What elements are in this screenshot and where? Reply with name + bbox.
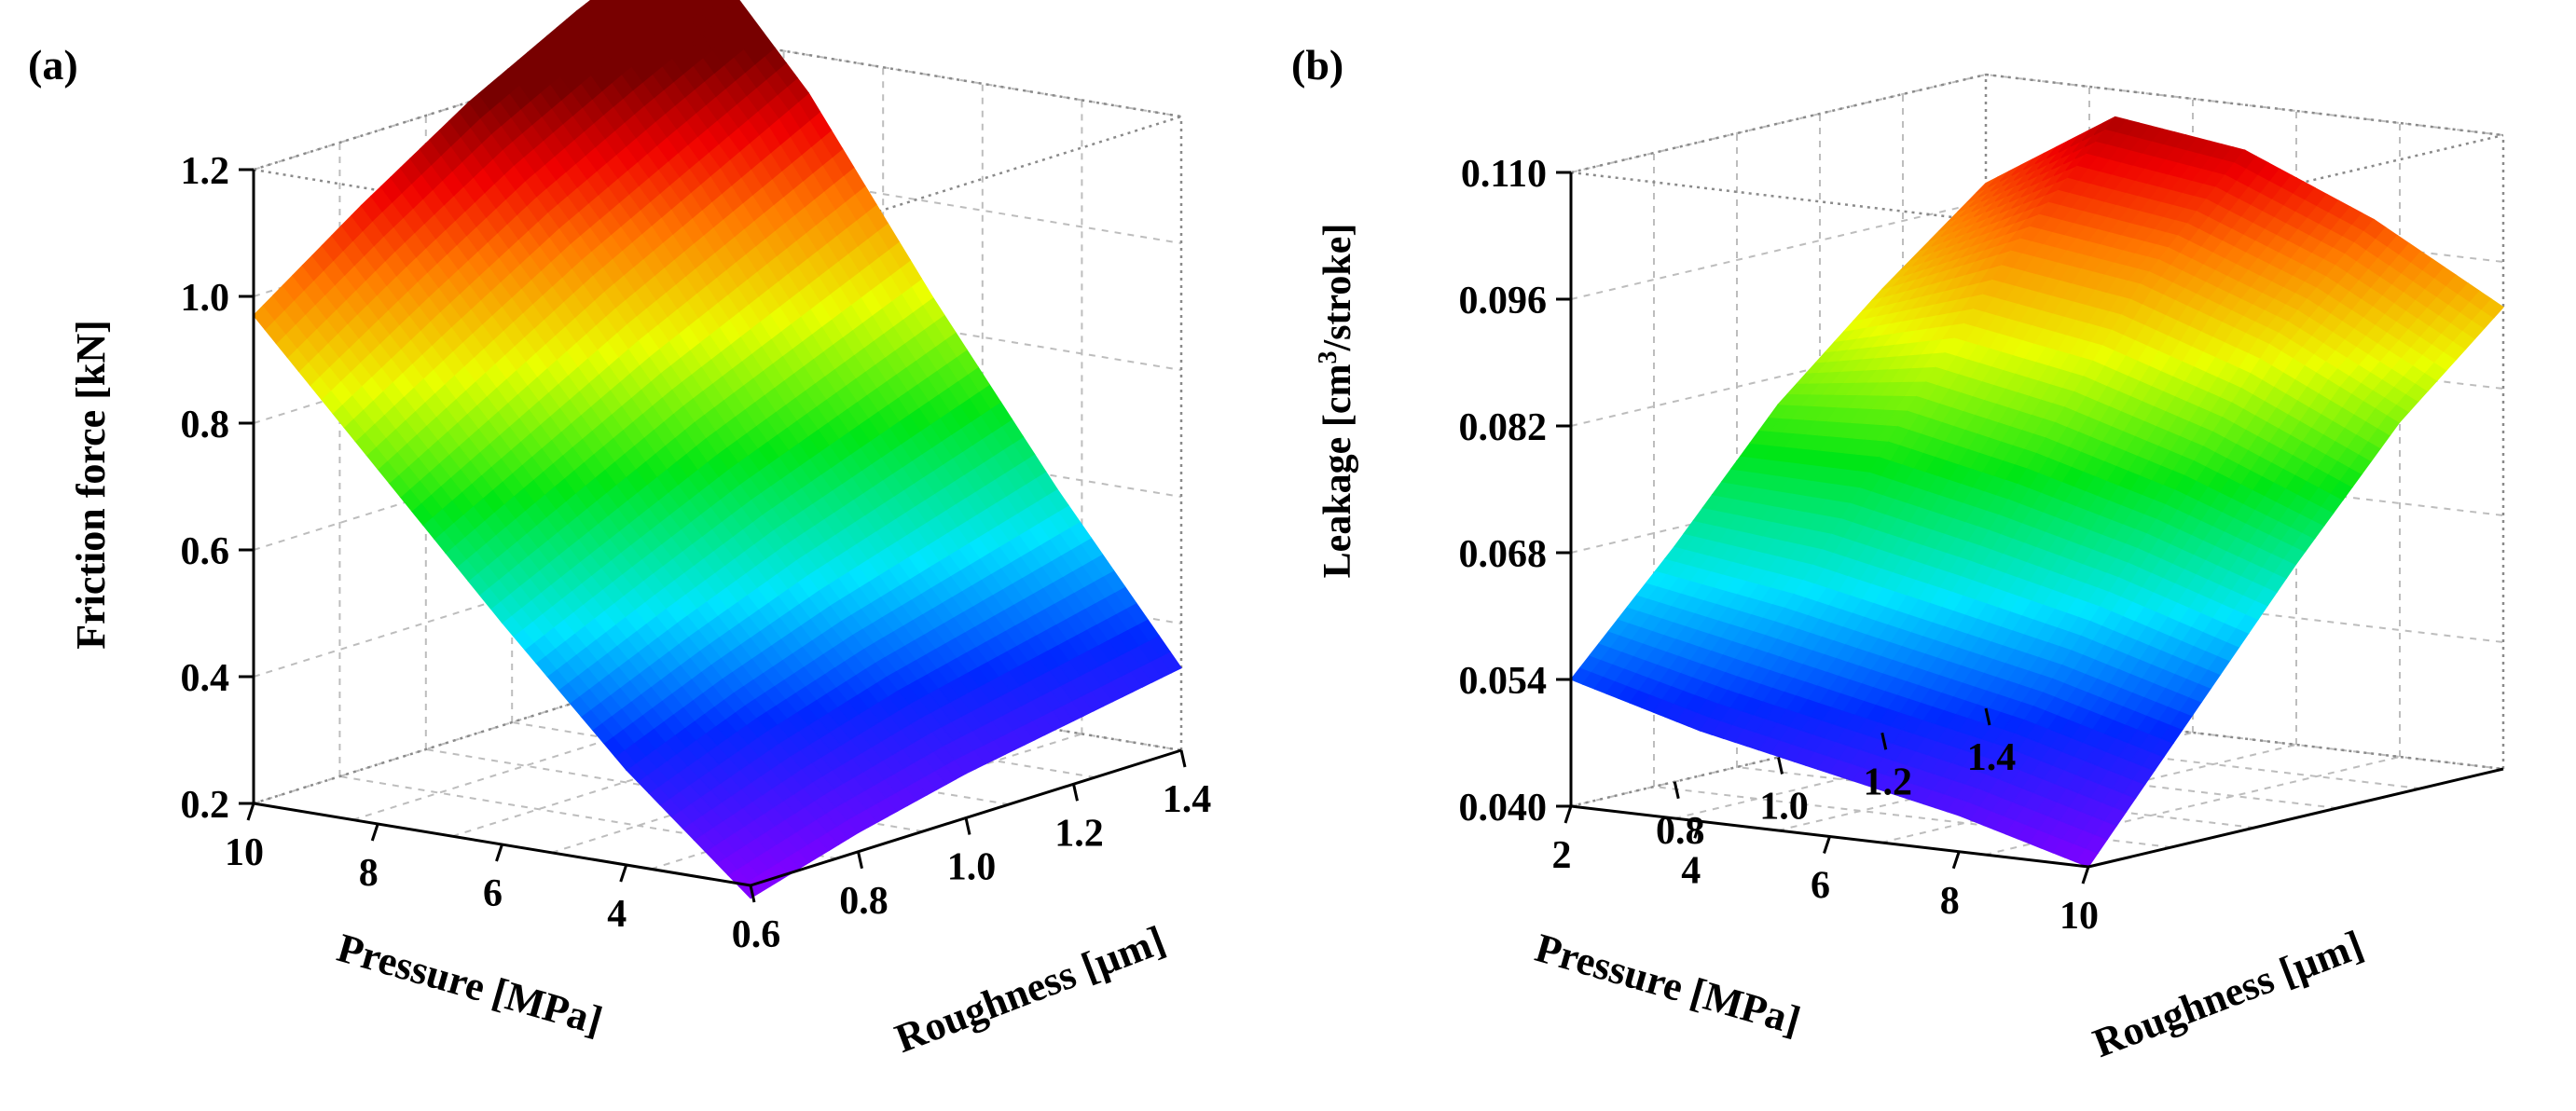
bounding-box-edge <box>1985 73 2504 137</box>
surface-patch <box>613 0 624 5</box>
y-tick <box>1777 757 1784 775</box>
surface-patch <box>707 0 715 5</box>
y-tick <box>964 817 971 835</box>
y-tick-label: 1.4 <box>1967 736 2017 779</box>
surface-patch <box>678 0 701 20</box>
z-tick-label: 1.0 <box>181 277 230 320</box>
surface-patch <box>629 0 650 13</box>
x-tick-label: 8 <box>359 852 379 895</box>
x-tick <box>1823 836 1831 854</box>
z-tick-label: 0.068 <box>1459 533 1548 576</box>
x-tick <box>2081 866 2090 885</box>
x-tick <box>495 844 503 862</box>
y-tick <box>749 885 756 903</box>
gridline-z <box>253 286 1182 424</box>
x-tick <box>1951 851 1961 870</box>
x-tick <box>619 864 628 883</box>
y-tick-label: 0.8 <box>839 880 889 923</box>
z-tick-label: 0.8 <box>181 404 230 446</box>
y-tick-label: 1.2 <box>1054 812 1104 855</box>
z-tick-label: 0.040 <box>1459 787 1548 830</box>
y-tick-label: 1.4 <box>1163 778 1212 821</box>
x-tick <box>246 802 255 821</box>
bounding-box-edge <box>1985 706 2504 771</box>
y-tick-label: 1.0 <box>947 846 997 889</box>
x-tick <box>370 823 379 842</box>
y-axis-label-a: Roughness [µm] <box>889 917 1172 1062</box>
x-tick-label: 2 <box>1552 834 1572 877</box>
x-axis-label-b: Pressure [MPa] <box>1530 925 1805 1044</box>
gridline-z <box>1570 706 2504 807</box>
surface-patch <box>598 0 618 13</box>
gridline-floor <box>1736 766 2255 829</box>
chart-a-svg: 0.2 0.4 0.6 0.8 1.0 1.2 10 8 6 4 0.6 0.8 1.0 1.2 1.4 (… <box>28 0 1212 1062</box>
z-tick-label: 0.2 <box>181 784 230 827</box>
y-tick <box>1673 781 1680 800</box>
y-tick <box>1984 707 1991 726</box>
z-tick-label: 0.6 <box>181 530 230 573</box>
y-tick <box>1072 783 1079 802</box>
chart-b-svg: 0.040 0.054 0.068 0.082 0.096 0.110 2 4 6 8 10 0.8 1… <box>1291 41 2505 1066</box>
z-tick-label: 0.082 <box>1459 406 1548 449</box>
y-axis-line <box>2087 767 2504 869</box>
x-tick <box>1564 805 1573 824</box>
z-tick-label: 0.4 <box>181 657 230 700</box>
y-tick-label: 0.8 <box>1656 810 1705 853</box>
x-tick-label: 10 <box>225 831 264 874</box>
surface-patch <box>709 0 732 20</box>
x-tick-label: 6 <box>483 872 503 915</box>
surface-patch <box>660 0 681 12</box>
x-tick-label: 4 <box>607 893 627 936</box>
gridline-z <box>253 159 1182 297</box>
y-tick <box>1880 732 1888 750</box>
x-tick-label: 10 <box>2059 895 2099 938</box>
surface-patch <box>691 0 711 12</box>
z-tick-label: 0.096 <box>1459 280 1548 322</box>
surface-patch <box>2481 298 2504 319</box>
z-tick-label: 0.110 <box>1461 153 1547 196</box>
x-tick-label: 4 <box>1681 849 1701 892</box>
gridline-floor <box>352 683 784 821</box>
z-axis-label-a: Friction force [kN] <box>68 320 114 650</box>
z-axis-label-b-tail: /stroke] <box>1316 224 1359 352</box>
gridline-z <box>1570 580 2504 680</box>
surface-patch <box>675 0 684 5</box>
z-axis-label-b-sup: 3 <box>1314 351 1343 364</box>
bounding-box-edge <box>253 666 685 805</box>
chart-panel-b: 0.040 0.054 0.068 0.082 0.096 0.110 2 4 6 8 10 0.8 1… <box>1287 0 2576 1111</box>
surface-patch <box>644 0 654 5</box>
surface-patch <box>723 0 742 11</box>
panel-label-a: (a) <box>28 41 78 89</box>
z-axis-label-b-main: Leakage [cm <box>1316 364 1359 579</box>
gridline-z <box>1570 73 2504 173</box>
x-tick-label: 6 <box>1811 865 1830 908</box>
panel-label-b: (b) <box>1291 41 1343 89</box>
z-tick-label: 1.2 <box>181 150 230 193</box>
y-axis-label-b: Roughness [µm] <box>2087 922 2370 1066</box>
x-axis-label-a: Pressure [MPa] <box>332 925 607 1044</box>
x-tick-label: 8 <box>1940 880 1960 923</box>
y-tick <box>1179 749 1187 768</box>
y-tick-label: 1.2 <box>1864 761 1913 803</box>
y-tick-label: 1.0 <box>1759 786 1809 829</box>
z-tick-label: 0.054 <box>1459 660 1548 703</box>
chart-panel-a: 0.2 0.4 0.6 0.8 1.0 1.2 10 8 6 4 0.6 0.8 1.0 1.2 1.4 (… <box>0 0 1287 1111</box>
gridline-floor <box>1653 786 2172 848</box>
z-axis-label-b: Leakage [cm3/stroke] <box>1314 224 1360 579</box>
x-tick <box>1693 820 1702 839</box>
y-tick <box>857 851 863 870</box>
y-tick-label: 0.6 <box>732 913 781 956</box>
